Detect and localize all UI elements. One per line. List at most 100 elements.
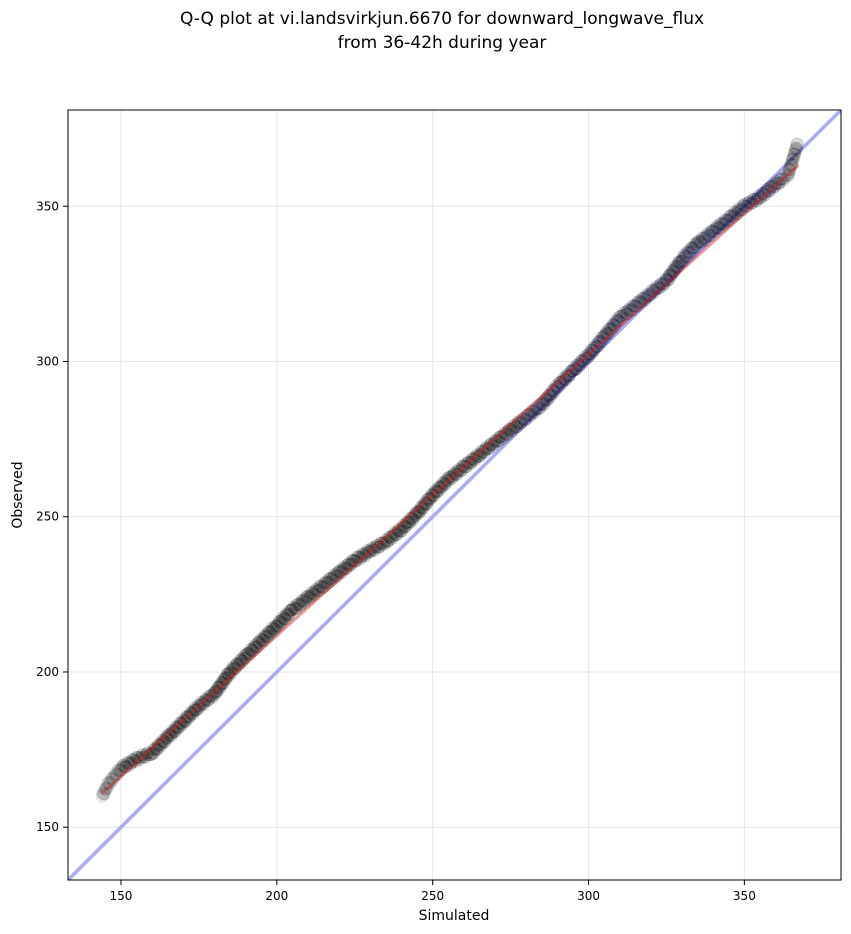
quantile-point <box>767 179 781 193</box>
quantile-point <box>257 630 271 644</box>
quantile-point <box>383 530 397 544</box>
quantile-point <box>510 420 524 434</box>
x-axis-label: Simulated <box>419 908 490 924</box>
quantile-point <box>131 751 145 765</box>
quantile-point <box>689 237 703 251</box>
quantile-point <box>137 749 151 763</box>
quantile-point <box>186 707 200 721</box>
quantile-point <box>450 468 464 482</box>
quantile-point <box>463 457 477 471</box>
quantile-point <box>188 702 202 715</box>
quantile-point <box>274 616 288 630</box>
quantile-point <box>729 206 743 220</box>
quantile-point <box>780 169 794 183</box>
quantile-point <box>117 758 131 772</box>
quantile-point <box>528 406 542 420</box>
quantile-point <box>627 299 641 313</box>
quantile-point <box>598 328 612 342</box>
quantile-point <box>341 558 355 572</box>
quantile-point <box>567 361 581 375</box>
quantile-point <box>694 235 708 249</box>
quantile-point <box>273 615 287 629</box>
quantile-point <box>676 251 690 265</box>
quantile-point <box>276 610 290 624</box>
quantile-point <box>229 658 243 672</box>
quantile-point <box>146 746 160 760</box>
quantile-point <box>462 455 476 469</box>
quantile-point <box>752 189 766 203</box>
quantile-point <box>392 522 406 536</box>
quantile-point <box>659 272 673 286</box>
quantile-point <box>160 730 174 744</box>
quantile-point <box>496 429 510 443</box>
quantile-point <box>626 299 640 313</box>
quantile-point <box>281 608 295 622</box>
quantile-point <box>126 752 140 766</box>
quantile-point <box>138 750 152 764</box>
quantile-point <box>243 646 257 660</box>
quantile-point <box>674 254 688 268</box>
quantile-point <box>652 281 666 295</box>
y-tick-label: 350 <box>36 199 59 213</box>
quantile-point <box>766 181 780 195</box>
quantile-point <box>787 150 801 164</box>
quantile-point <box>259 630 273 644</box>
quantile-point <box>538 394 552 408</box>
quantile-point <box>203 689 217 703</box>
quantile-point <box>744 197 758 211</box>
quantile-point <box>422 491 436 505</box>
quantile-point <box>608 319 622 333</box>
quantile-point <box>487 437 501 451</box>
quantile-point <box>314 579 328 593</box>
quantile-point <box>299 592 313 606</box>
x-axis-ticks: 150 200 250 300 350 <box>110 880 756 903</box>
quantile-point <box>606 317 620 331</box>
grid <box>68 110 841 880</box>
quantile-point <box>548 381 562 395</box>
quantile-point <box>596 330 610 344</box>
quantile-point <box>275 613 289 627</box>
quantile-point <box>213 681 227 695</box>
quantile-point <box>761 184 775 198</box>
quantile-point <box>428 485 442 499</box>
quantile-point <box>400 516 414 530</box>
quantile-point <box>605 321 619 335</box>
quantile-point <box>625 303 639 317</box>
quantile-point <box>107 769 121 783</box>
quantile-point <box>612 314 626 328</box>
quantile-point <box>104 771 118 785</box>
quantile-point <box>403 515 417 529</box>
quantile-point <box>718 213 732 227</box>
x-tick-label: 200 <box>265 889 288 903</box>
quantile-point <box>597 331 611 345</box>
quantile-point <box>523 409 537 423</box>
quantile-point <box>471 449 485 463</box>
quantile-point <box>590 339 604 353</box>
quantile-point <box>516 412 530 426</box>
quantile-point <box>561 367 575 381</box>
quantile-point <box>152 738 166 752</box>
quantile-point <box>592 334 606 348</box>
quantile-point <box>500 427 514 441</box>
quantile-point <box>162 727 176 741</box>
quantile-point <box>580 351 594 365</box>
quantile-point <box>263 625 277 639</box>
quantile-point <box>216 676 230 690</box>
quantile-points <box>95 137 804 803</box>
quantile-point <box>788 147 802 161</box>
quantile-point <box>106 773 120 787</box>
quantile-point <box>727 208 741 222</box>
quantile-point <box>585 343 599 357</box>
quantile-point <box>769 177 783 191</box>
quantile-point <box>313 580 327 594</box>
quantile-point <box>142 748 156 762</box>
quantile-point <box>343 558 357 572</box>
quantile-point <box>264 626 278 640</box>
quantile-point <box>319 575 333 589</box>
quantile-point <box>593 336 607 350</box>
quantile-point <box>164 729 178 743</box>
quantile-point <box>211 680 225 694</box>
quantile-point <box>309 582 323 596</box>
quantile-point <box>578 350 592 364</box>
quantile-point <box>786 152 800 166</box>
